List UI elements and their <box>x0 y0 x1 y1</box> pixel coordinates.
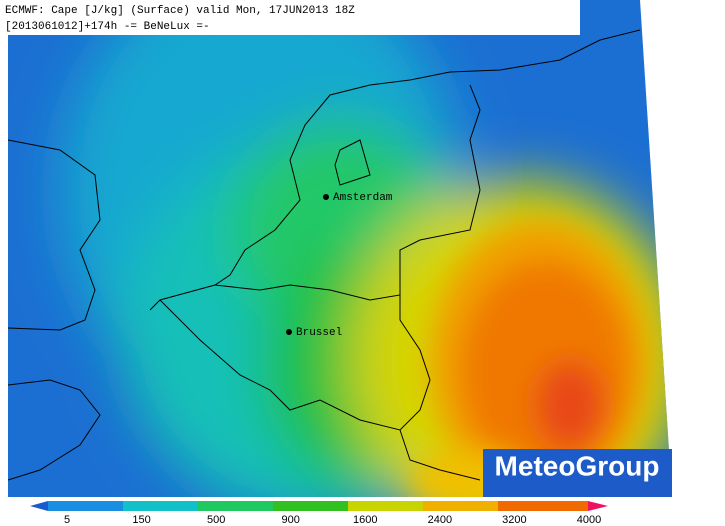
colorbar-tick-label: 2400 <box>428 514 452 526</box>
colorbar-tick-label: 4000 <box>577 514 601 526</box>
header-box <box>0 0 580 35</box>
colorbar-tick-label: 5 <box>64 514 70 526</box>
colorbar-tick-label: 500 <box>207 514 225 526</box>
logo: MeteoGroup <box>495 450 660 481</box>
logo-box <box>483 449 672 497</box>
colorbar <box>30 501 608 511</box>
colorbar-tick-label: 1600 <box>353 514 377 526</box>
city-dot <box>286 329 292 335</box>
city-label: Brussel <box>296 327 342 339</box>
colorbar-tick-label: 150 <box>132 514 150 526</box>
city-label: Amsterdam <box>333 192 393 204</box>
city-dot <box>323 194 329 200</box>
colorbar-tick-label: 900 <box>282 514 300 526</box>
colorbar-tick-label: 3200 <box>502 514 526 526</box>
header-line: [2013061012]+174h -= BeNeLux =- <box>5 21 210 33</box>
header-line: ECMWF: Cape [J/kg] (Surface) valid Mon, … <box>5 5 355 17</box>
